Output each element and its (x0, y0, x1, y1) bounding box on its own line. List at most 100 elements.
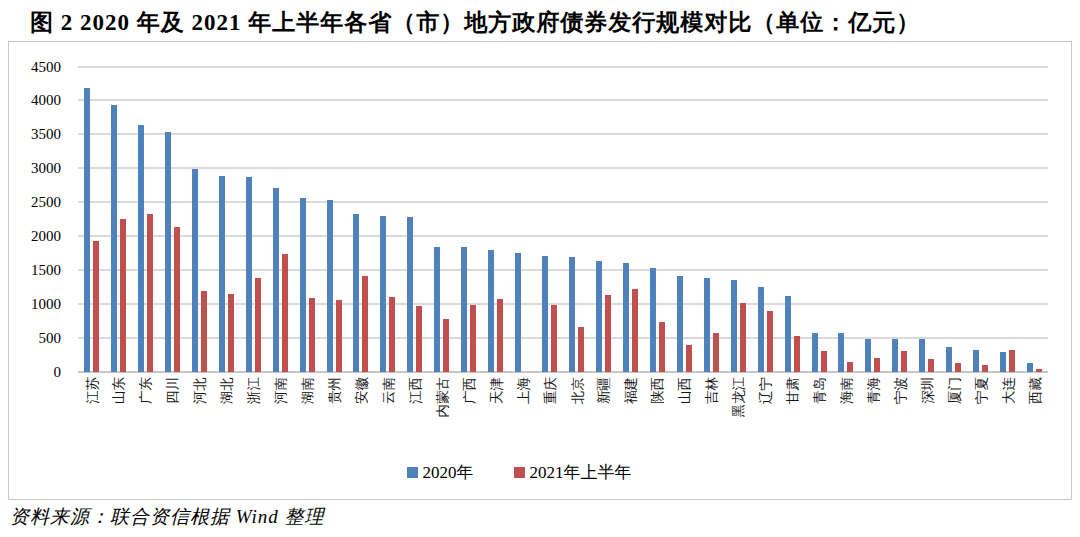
bar-2021h1 (309, 298, 315, 372)
y-axis-label: 4000 (9, 92, 61, 108)
bar-2020 (677, 276, 683, 372)
bar-2021h1 (228, 294, 234, 372)
x-axis-label: 安徽 (355, 377, 369, 404)
bar-2021h1 (255, 278, 261, 372)
bar-2021h1 (740, 303, 746, 372)
bar-2021h1 (1009, 350, 1015, 372)
bar-2020 (596, 261, 602, 372)
x-axis-label: 云南 (382, 377, 396, 404)
bar-2020 (758, 287, 764, 372)
x-axis-label: 海南 (840, 377, 854, 404)
bar-2021h1 (120, 219, 126, 372)
bar-2021h1 (928, 359, 934, 372)
bar-2021h1 (686, 345, 692, 372)
x-axis-label: 上海 (517, 377, 531, 404)
x-axis-label: 山东 (112, 377, 126, 404)
bar-2020 (434, 247, 440, 372)
x-axis-label: 福建 (624, 377, 638, 404)
bar-2021h1 (551, 305, 557, 372)
bar-2020 (704, 278, 710, 372)
bar-2020 (165, 132, 171, 372)
x-axis-label: 湖南 (301, 377, 315, 404)
x-axis-label: 重庆 (544, 377, 558, 404)
bar-2020 (353, 214, 359, 373)
y-gridline (78, 167, 1048, 169)
source-note: 资料来源：联合资信根据 Wind 整理 (10, 504, 325, 530)
bar-2021h1 (497, 299, 503, 372)
bar-2021h1 (955, 363, 961, 372)
bar-2020 (892, 339, 898, 372)
x-axis-label: 吉林 (705, 377, 719, 404)
chart-legend: 2020年2021年上半年 (0, 461, 1050, 484)
legend-swatch-icon (407, 467, 418, 478)
bar-2021h1 (470, 305, 476, 372)
bar-2020 (461, 247, 467, 372)
y-axis-label: 1500 (9, 262, 61, 278)
y-gridline (78, 99, 1048, 101)
x-axis-label: 湖北 (220, 377, 234, 404)
x-axis-label: 江西 (409, 377, 423, 404)
bar-2021h1 (821, 351, 827, 372)
bar-2020 (327, 200, 333, 372)
y-axis-label: 2000 (9, 228, 61, 244)
x-axis-label: 新疆 (597, 377, 611, 404)
figure-title: 图 2 2020 年及 2021 年上半年各省（市）地方政府债券发行规模对比（单… (30, 7, 1070, 38)
bar-2021h1 (578, 327, 584, 373)
x-axis-label: 厦门 (948, 377, 962, 404)
bar-2021h1 (282, 254, 288, 372)
y-gridline (78, 133, 1048, 135)
x-axis-label: 江苏 (86, 377, 100, 404)
bar-2021h1 (767, 311, 773, 372)
x-axis-label: 大连 (1002, 377, 1016, 404)
bar-2020 (407, 217, 413, 372)
bar-2020 (488, 250, 494, 373)
x-axis-label: 山西 (678, 377, 692, 404)
bar-2020 (138, 125, 144, 372)
bar-2020 (812, 333, 818, 372)
x-axis-label: 深圳 (921, 377, 935, 404)
bar-2021h1 (201, 291, 207, 372)
bar-2020 (865, 339, 871, 372)
chart-container: 2020年2021年上半年 05001000150020002500300035… (8, 41, 1072, 500)
bar-2021h1 (147, 214, 153, 372)
x-axis-label: 陕西 (651, 377, 665, 404)
bar-2020 (919, 339, 925, 372)
y-axis-label: 2500 (9, 194, 61, 210)
y-axis-label: 1000 (9, 296, 61, 312)
y-axis-label: 0 (9, 364, 61, 380)
bar-2020 (731, 280, 737, 372)
y-axis-label: 3500 (9, 126, 61, 142)
x-axis-label: 贵州 (328, 377, 342, 404)
legend-label: 2021年上半年 (530, 461, 632, 484)
x-axis-label: 四川 (166, 377, 180, 404)
x-axis-label: 辽宁 (759, 377, 773, 404)
bar-2020 (380, 216, 386, 372)
y-axis-label: 4500 (9, 59, 61, 75)
x-axis-label: 西藏 (1029, 377, 1043, 404)
bar-2020 (973, 350, 979, 372)
bar-2021h1 (362, 276, 368, 372)
bar-2021h1 (874, 358, 880, 372)
bar-2021h1 (389, 297, 395, 372)
x-axis-label: 黑龙江 (732, 377, 746, 418)
x-axis-label: 内蒙古 (436, 377, 450, 418)
bar-2021h1 (1036, 369, 1042, 372)
bar-2020 (785, 296, 791, 372)
x-axis-label: 北京 (571, 377, 585, 404)
bar-2021h1 (93, 241, 99, 372)
bar-2020 (515, 253, 521, 372)
bar-2021h1 (982, 365, 988, 372)
bar-2021h1 (659, 322, 665, 372)
bar-2021h1 (713, 333, 719, 372)
bar-2020 (1000, 352, 1006, 372)
bar-2020 (246, 177, 252, 372)
x-axis-label: 宁波 (894, 377, 908, 404)
bar-2020 (273, 188, 279, 372)
bar-2021h1 (443, 319, 449, 372)
bar-2021h1 (174, 227, 180, 372)
x-axis-label: 甘肃 (786, 377, 800, 404)
x-axis-label: 河南 (274, 377, 288, 404)
y-axis-label: 500 (9, 330, 61, 346)
bar-2020 (84, 88, 90, 372)
y-gridline (78, 66, 1048, 68)
